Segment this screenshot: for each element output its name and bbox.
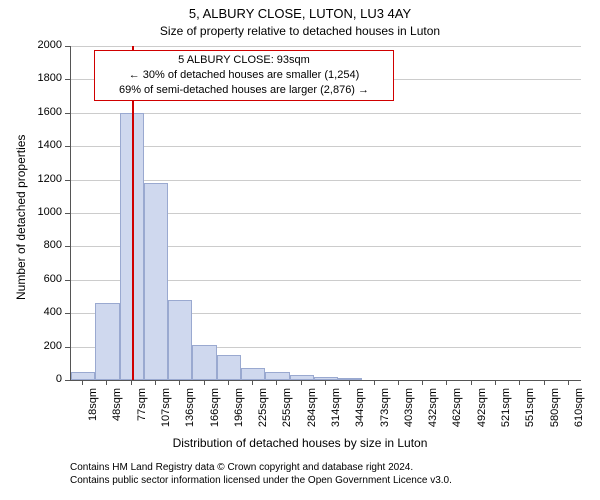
annotation-line: 69% of semi-detached houses are larger (… [101,83,387,98]
y-tick-label: 1600 [26,106,62,118]
x-tick [519,380,520,385]
histogram-bar [290,375,314,380]
x-tick [106,380,107,385]
y-tick-label: 1200 [26,173,62,185]
annotation-line: 5 ALBURY CLOSE: 93sqm [101,53,387,68]
x-tick [204,380,205,385]
x-tick [228,380,229,385]
histogram-bar [217,355,241,380]
x-tick-label: 196sqm [233,388,245,438]
y-tick-label: 0 [26,373,62,385]
x-tick-label: 255sqm [281,388,293,438]
x-tick-label: 166sqm [209,388,221,438]
x-tick [301,380,302,385]
y-tick-label: 2000 [26,39,62,51]
chart-title: 5, ALBURY CLOSE, LUTON, LU3 4AY [0,6,600,21]
x-tick [422,380,423,385]
histogram-bar [168,300,192,380]
x-tick-label: 492sqm [476,388,488,438]
y-tick [65,146,70,147]
x-tick [446,380,447,385]
gridline [71,46,581,47]
x-tick-label: 284sqm [306,388,318,438]
y-tick-label: 400 [26,306,62,318]
x-tick-label: 48sqm [111,388,123,438]
histogram-bar [338,378,362,380]
gridline [71,113,581,114]
chart-subtitle: Size of property relative to detached ho… [0,24,600,38]
y-tick [65,246,70,247]
x-tick [398,380,399,385]
y-tick [65,113,70,114]
footer-line-2: Contains public sector information licen… [70,475,452,486]
x-tick-label: 18sqm [87,388,99,438]
x-tick [179,380,180,385]
x-tick [349,380,350,385]
x-tick [276,380,277,385]
chart-container: { "title": "5, ALBURY CLOSE, LUTON, LU3 … [0,0,600,500]
y-tick [65,347,70,348]
y-tick [65,313,70,314]
x-tick-label: 521sqm [500,388,512,438]
x-tick-label: 403sqm [403,388,415,438]
gridline [71,146,581,147]
x-tick [471,380,472,385]
x-tick-label: 610sqm [573,388,585,438]
x-tick-label: 344sqm [354,388,366,438]
x-tick [155,380,156,385]
y-tick-label: 600 [26,273,62,285]
y-tick-label: 1000 [26,206,62,218]
y-tick [65,380,70,381]
y-tick-label: 1800 [26,72,62,84]
x-tick [374,380,375,385]
annotation-box: 5 ALBURY CLOSE: 93sqm← 30% of detached h… [94,50,394,101]
y-tick-label: 1400 [26,139,62,151]
footer-line-1: Contains HM Land Registry data © Crown c… [70,462,413,473]
x-tick-label: 462sqm [451,388,463,438]
x-tick-label: 432sqm [427,388,439,438]
y-tick [65,213,70,214]
y-tick-label: 800 [26,239,62,251]
x-tick [495,380,496,385]
x-tick-label: 136sqm [184,388,196,438]
x-tick-label: 107sqm [160,388,172,438]
gridline [71,180,581,181]
histogram-bar [265,372,289,380]
histogram-bar [192,345,216,380]
annotation-line: ← 30% of detached houses are smaller (1,… [101,68,387,83]
x-tick [252,380,253,385]
x-tick-label: 77sqm [136,388,148,438]
x-tick [325,380,326,385]
x-tick [82,380,83,385]
x-tick-label: 314sqm [330,388,342,438]
y-tick [65,46,70,47]
histogram-bar [144,183,168,380]
x-tick [544,380,545,385]
histogram-bar [241,368,265,380]
x-tick [568,380,569,385]
x-tick-label: 373sqm [379,388,391,438]
x-tick [131,380,132,385]
histogram-bar [71,372,95,380]
histogram-bar [95,303,119,380]
y-tick [65,280,70,281]
y-tick [65,180,70,181]
y-tick-label: 200 [26,340,62,352]
y-tick [65,79,70,80]
x-axis-label: Distribution of detached houses by size … [0,436,600,450]
x-tick-label: 580sqm [549,388,561,438]
x-tick-label: 551sqm [524,388,536,438]
x-tick-label: 225sqm [257,388,269,438]
